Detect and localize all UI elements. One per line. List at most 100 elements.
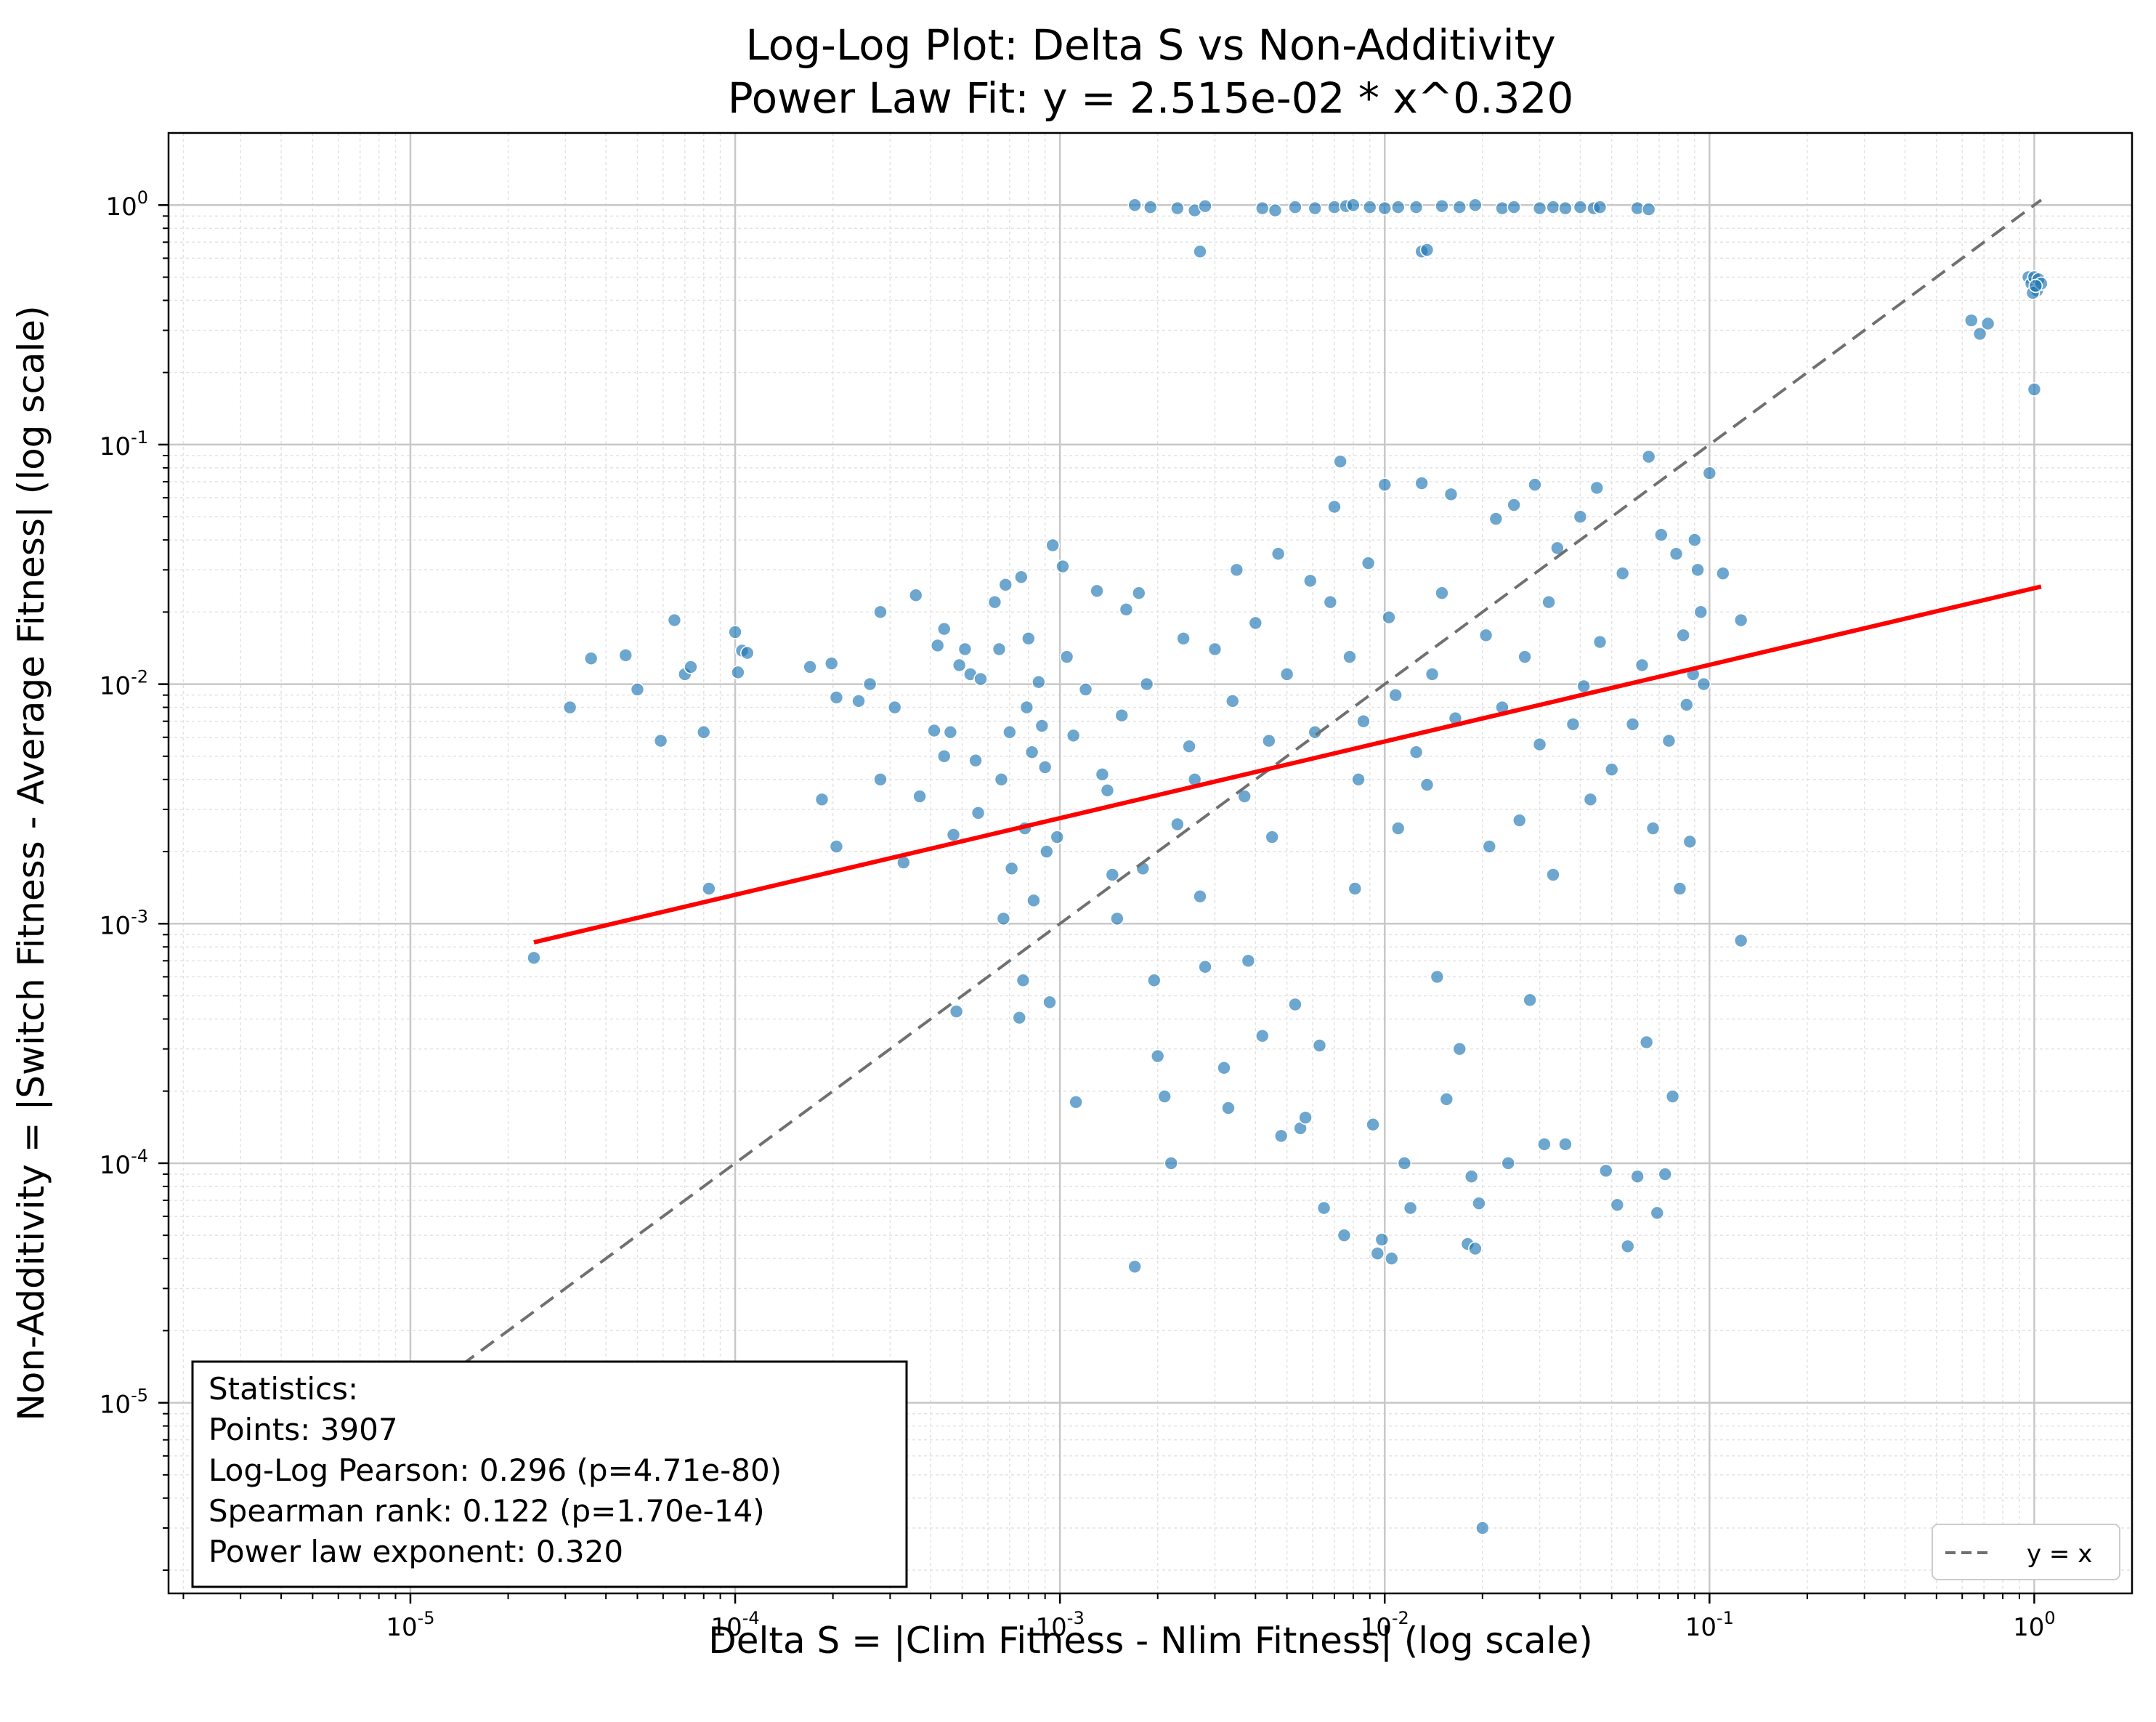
plot-area	[169, 133, 2132, 1593]
data-point	[957, 642, 973, 657]
data-point	[1302, 573, 1318, 589]
data-point	[696, 724, 711, 740]
data-point	[970, 806, 986, 820]
data-point	[1390, 200, 1406, 214]
data-point	[1323, 594, 1338, 610]
data-point	[1157, 1089, 1172, 1104]
data-point	[1654, 527, 1669, 542]
data-point	[1419, 777, 1435, 792]
data-point	[1634, 658, 1650, 673]
data-point	[1182, 739, 1196, 753]
data-point	[1639, 1035, 1654, 1050]
x-tick-label: 10-3	[1036, 1608, 1085, 1642]
data-point	[1288, 997, 1302, 1012]
data-point	[1641, 202, 1656, 217]
data-point	[1558, 201, 1573, 216]
data-point	[949, 1004, 964, 1019]
data-point	[1610, 1197, 1625, 1213]
data-point	[1308, 201, 1323, 216]
x-tick-label: 10-2	[1361, 1608, 1409, 1642]
data-point	[1229, 562, 1244, 578]
data-point	[1676, 628, 1690, 643]
data-point	[1342, 650, 1357, 664]
data-point	[1132, 586, 1146, 601]
data-point	[912, 789, 927, 804]
data-point	[1327, 499, 1342, 514]
data-point	[1424, 667, 1440, 682]
data-point	[1346, 198, 1361, 213]
data-point	[2027, 382, 2042, 397]
data-point	[1050, 830, 1065, 844]
data-point	[1507, 200, 1521, 214]
data-point	[1176, 631, 1191, 646]
data-point	[1414, 476, 1429, 490]
data-point	[1221, 1101, 1236, 1115]
data-point	[1069, 1094, 1083, 1109]
data-point	[803, 660, 817, 674]
data-point	[1523, 993, 1537, 1008]
data-point	[1348, 881, 1363, 896]
data-point	[1248, 615, 1263, 631]
data-point	[527, 950, 541, 966]
data-point	[814, 792, 830, 807]
data-point	[936, 621, 952, 636]
data-point	[1100, 783, 1115, 798]
data-point	[1980, 316, 1995, 331]
data-point	[1733, 613, 1748, 628]
data-point	[1024, 745, 1040, 760]
data-point	[1127, 1259, 1142, 1274]
data-point	[1207, 642, 1223, 657]
chart-title-line2: Power Law Fit: y = 2.515e-02 * x^0.320	[728, 73, 1574, 123]
data-point	[1435, 586, 1449, 601]
data-point	[1193, 889, 1207, 904]
data-point	[1241, 953, 1256, 969]
data-point	[1403, 1200, 1418, 1216]
data-point	[667, 613, 682, 628]
data-point	[1225, 694, 1240, 708]
data-point	[1312, 1038, 1327, 1053]
y-tick-label: 10-4	[100, 1146, 148, 1180]
data-point	[1034, 719, 1050, 733]
data-point	[1147, 973, 1162, 988]
x-tick-label: 100	[2013, 1608, 2056, 1642]
data-point	[1716, 566, 1730, 581]
identity-line-y-equals-x	[261, 198, 2043, 1513]
data-point	[1198, 959, 1212, 974]
statistics-box: Statistics: Points: 3907 Log-Log Pearson…	[191, 1360, 908, 1588]
data-point	[1170, 201, 1185, 216]
y-tick-labels: 10-5 10-4 10-3 10-2 10-1 100	[100, 187, 148, 1419]
data-point	[1042, 995, 1057, 1010]
data-point	[1541, 594, 1556, 610]
data-point	[1650, 1205, 1665, 1221]
data-point	[1288, 200, 1302, 214]
data-point	[1095, 767, 1110, 782]
data-point	[1546, 200, 1560, 214]
power-law-fit-line	[533, 584, 2042, 945]
data-point	[824, 656, 839, 671]
data-point	[1004, 861, 1019, 876]
data-point	[1193, 244, 1207, 259]
x-tick-labels: 10-5 10-4 10-3 10-2 10-1 100	[386, 1608, 2055, 1642]
data-point	[1012, 1010, 1027, 1025]
data-point	[1139, 676, 1154, 692]
data-point	[731, 665, 745, 680]
data-point	[1592, 200, 1608, 214]
data-point	[1119, 602, 1134, 617]
data-point	[1170, 817, 1185, 832]
data-point	[1430, 969, 1445, 985]
data-point	[1435, 198, 1449, 214]
data-point	[973, 671, 988, 687]
data-point	[1333, 454, 1348, 469]
data-point	[1443, 487, 1459, 502]
data-point	[1696, 676, 1711, 692]
data-point	[943, 724, 958, 740]
data-point	[1026, 893, 1041, 908]
statistics-header: Statistics:	[208, 1371, 358, 1407]
data-point	[1645, 821, 1661, 836]
data-point	[1409, 200, 1424, 214]
data-point	[1090, 583, 1104, 599]
data-point	[1316, 1200, 1332, 1216]
data-point	[1661, 733, 1677, 748]
data-point	[702, 881, 716, 896]
data-point	[1114, 708, 1130, 723]
